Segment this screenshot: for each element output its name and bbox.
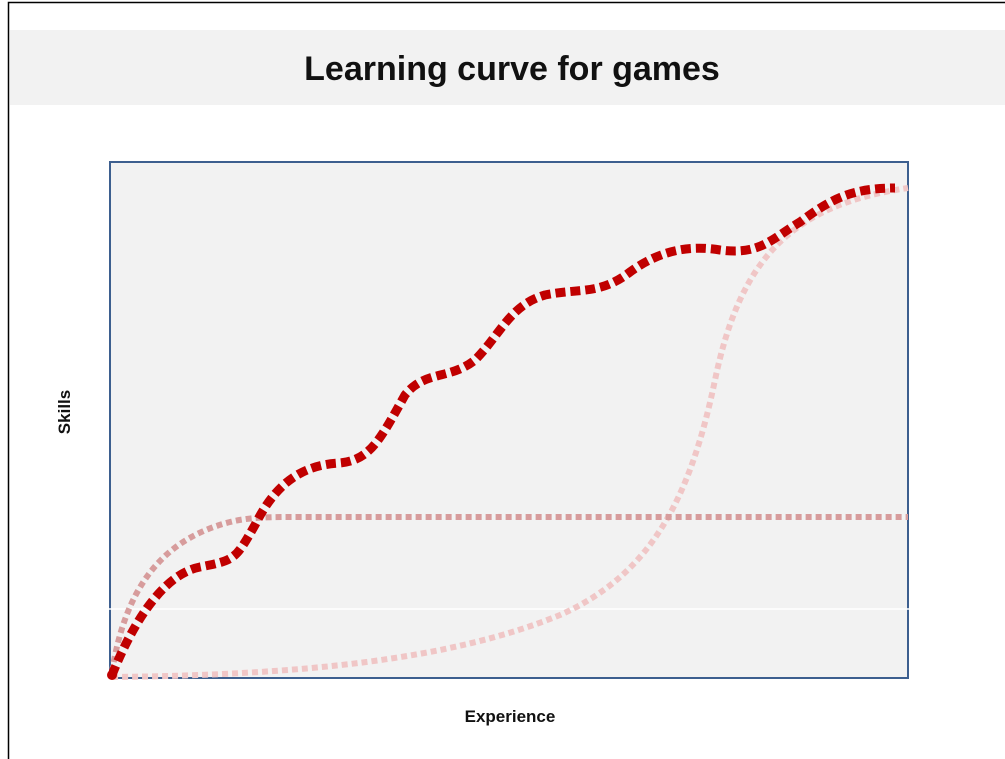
y-axis-label: Skills [55,390,74,434]
title-band [10,30,1005,105]
x-axis-label: Experience [465,707,556,726]
curve-plateau [109,514,908,673]
plot-frame [109,161,909,679]
curve-late [111,185,909,680]
slide-title: Learning curve for games [304,50,720,88]
curve-games [107,183,896,677]
origin-dot [107,670,117,680]
